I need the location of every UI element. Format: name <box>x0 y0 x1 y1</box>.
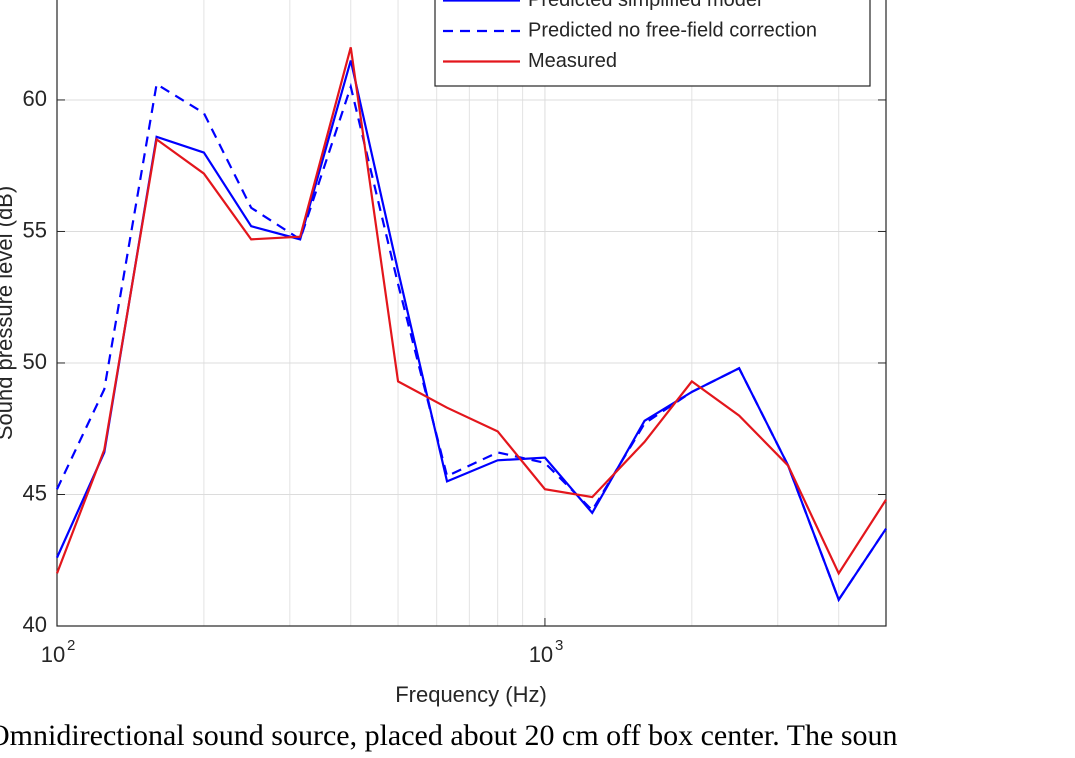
x-tick-exponent: 2 <box>67 637 75 654</box>
caption: Omnidirectional sound source, placed abo… <box>0 719 898 752</box>
y-tick-label: 55 <box>23 217 47 242</box>
x-axis-label: Frequency (Hz) <box>395 682 547 707</box>
x-tick-label: 10 <box>41 642 65 667</box>
series-line <box>55 60 887 603</box>
legend-label: Predicted no free-field correction <box>528 19 817 41</box>
y-axis-label: Sound pressure level (dB) <box>0 186 17 440</box>
legend-box <box>434 0 871 87</box>
y-tick-label: 45 <box>23 480 47 505</box>
y-tick-label: 50 <box>23 349 47 374</box>
x-tick-label: 10 <box>529 642 553 667</box>
legend-label: Predicted simplified model <box>528 0 761 11</box>
y-tick-label: 60 <box>23 86 47 111</box>
y-tick-label: 40 <box>23 612 47 637</box>
grid <box>56 0 887 627</box>
plot-frame <box>56 0 887 627</box>
series-line <box>56 82 887 603</box>
legend-label: Measured <box>528 50 617 72</box>
series-line <box>55 47 887 576</box>
x-tick-exponent: 3 <box>555 637 563 654</box>
